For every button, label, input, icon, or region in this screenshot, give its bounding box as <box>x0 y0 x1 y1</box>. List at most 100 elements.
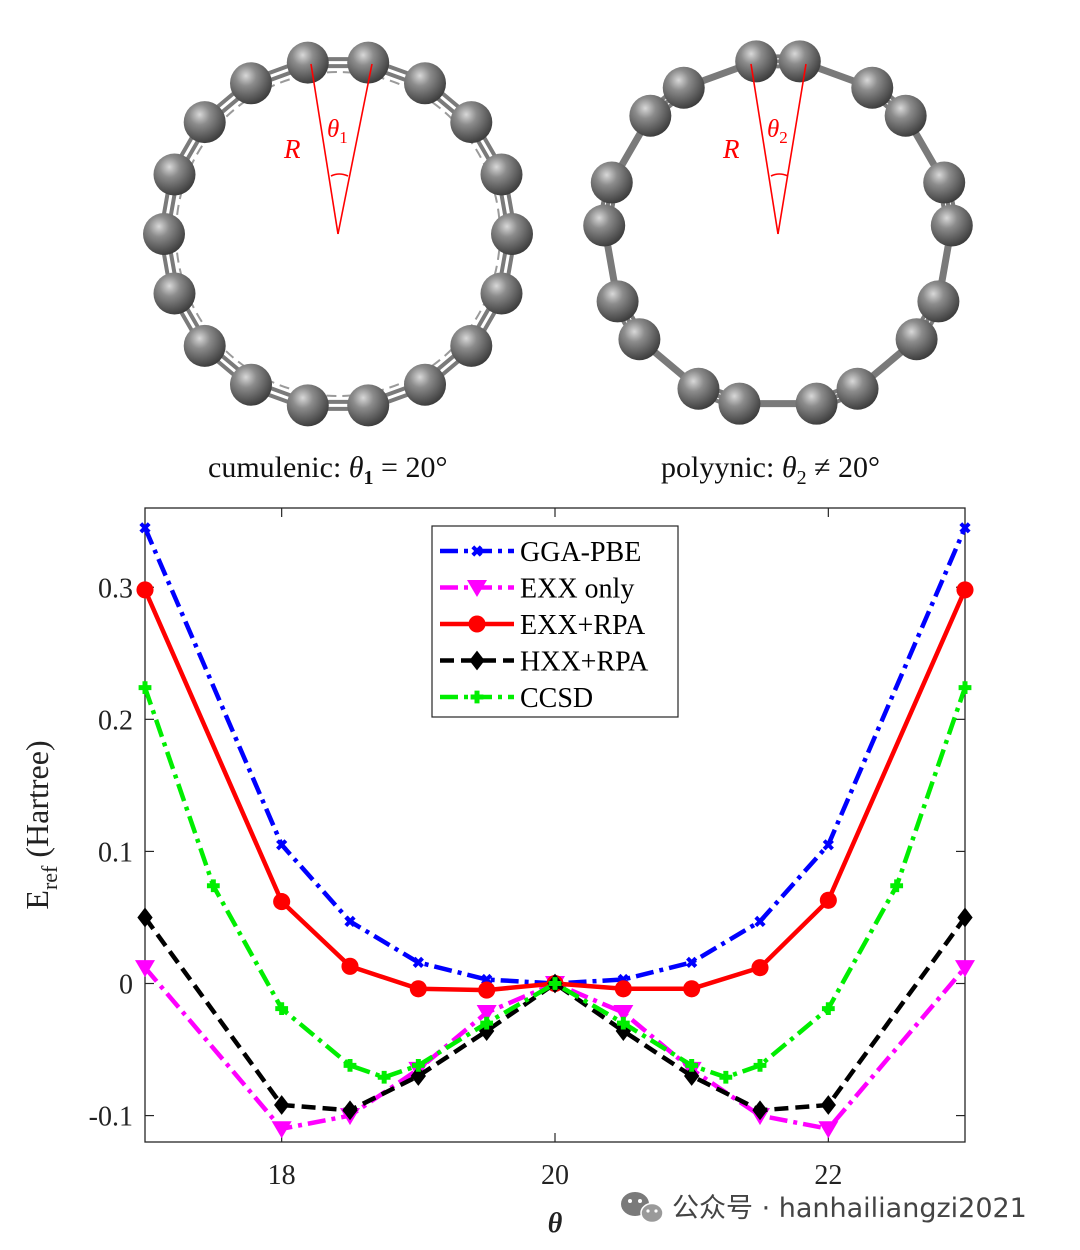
cumulenic-caption: cumulenic: θ1 = 20° <box>208 451 447 489</box>
carbon-atom <box>735 40 778 83</box>
data-point <box>271 1121 292 1139</box>
watermark-text: 公众号 · hanhailiangzi2021 <box>672 1193 1027 1224</box>
data-point <box>820 1095 836 1115</box>
carbon-atom <box>480 153 523 196</box>
angle-annotation: R θ2 <box>722 63 807 235</box>
carbon-atom <box>917 280 960 323</box>
data-point <box>344 915 356 928</box>
data-point <box>470 690 484 704</box>
data-point <box>137 907 153 928</box>
carbon-atom <box>677 367 720 410</box>
y-tick-label: 0.3 <box>98 573 133 604</box>
data-point <box>615 1021 631 1041</box>
legend-label: EXX only <box>520 574 634 605</box>
legend-entry: EXX only <box>440 574 634 605</box>
data-point <box>754 915 766 928</box>
carbon-atom <box>795 382 838 425</box>
x-tick-label: 18 <box>268 1160 296 1191</box>
carbon-atom <box>662 66 705 109</box>
series-layer <box>135 522 975 1139</box>
data-point <box>548 977 562 990</box>
legend-label: GGA-PBE <box>520 537 641 568</box>
x-tick-label: 22 <box>814 1160 842 1191</box>
data-point <box>341 957 359 975</box>
carbon-atom <box>404 62 446 105</box>
polyynic-caption: polyynic: θ2 ≠ 20° <box>661 451 880 489</box>
carbon-atom <box>629 94 672 137</box>
data-point <box>479 1021 495 1041</box>
data-point <box>471 545 483 557</box>
y-axis-ticks: -0.1 0 0.1 0.2 0.3 <box>89 573 965 1133</box>
data-point <box>614 980 632 998</box>
carbon-atom <box>286 41 329 84</box>
data-point <box>958 681 972 695</box>
radius-label: R <box>722 134 740 164</box>
data-point <box>273 893 291 911</box>
carbon-atom <box>183 101 226 144</box>
carbon-atom <box>450 101 493 144</box>
carbon-atom <box>836 367 879 410</box>
data-point <box>467 580 487 597</box>
data-point <box>135 960 155 978</box>
data-point <box>343 1058 357 1072</box>
carbon-atom <box>491 213 533 255</box>
carbon-atom <box>930 204 973 247</box>
carbon-atom <box>404 363 446 406</box>
data-point <box>139 522 151 534</box>
data-point <box>751 959 769 977</box>
carbon-atom <box>143 213 185 255</box>
carbon-atom <box>895 318 938 361</box>
series-hxx-rpa <box>137 907 973 1121</box>
data-point <box>684 1066 700 1086</box>
series-ccsd <box>138 681 972 1084</box>
data-point <box>468 615 486 633</box>
data-point <box>683 980 701 998</box>
data-point <box>818 1121 839 1139</box>
series-line <box>143 916 967 1113</box>
x-axis-label: θ <box>548 1208 563 1239</box>
data-point <box>822 839 834 851</box>
cumulenic-ring-diagram: R θ1 cumulenic: θ1 = 20° <box>143 41 533 489</box>
data-point <box>616 1016 630 1030</box>
data-point <box>719 1070 733 1084</box>
carbon-atom <box>851 66 894 109</box>
angle-label: θ2 <box>767 116 788 147</box>
data-point <box>410 1066 426 1086</box>
carbon-atom <box>183 324 226 367</box>
angle-label: θ1 <box>327 116 348 147</box>
radius-label: R <box>283 134 301 164</box>
carbon-atom <box>286 384 329 427</box>
data-point <box>275 1002 289 1015</box>
y-tick-label: -0.1 <box>89 1102 133 1133</box>
data-point <box>955 960 975 978</box>
carbon-atom <box>583 204 626 247</box>
data-point <box>613 1005 634 1023</box>
y-tick-label: 0.2 <box>98 705 133 736</box>
x-axis-ticks: 18 20 22 <box>268 508 842 1191</box>
legend-label: HXX+RPA <box>520 647 649 678</box>
data-point <box>686 956 698 968</box>
carbon-atom <box>718 382 761 425</box>
x-tick-label: 20 <box>541 1160 569 1191</box>
ring-atoms <box>583 40 973 425</box>
data-point <box>957 907 973 928</box>
data-point <box>274 1095 290 1115</box>
data-point <box>476 1005 497 1023</box>
carbon-atom <box>153 153 196 196</box>
wechat-icon <box>621 1192 664 1224</box>
polyynic-ring-diagram: R θ2 polyynic: θ2 ≠ 20° <box>583 40 973 489</box>
legend: GGA-PBE EXX only EXX+RPA HXX+RPA CCSD <box>431 525 679 718</box>
legend-entry: GGA-PBE <box>440 537 641 568</box>
data-point <box>752 1100 768 1121</box>
legend-label: EXX+RPA <box>520 610 646 641</box>
data-point <box>276 839 288 851</box>
carbon-atom <box>884 94 927 137</box>
data-point <box>469 650 485 671</box>
data-point <box>411 1058 425 1072</box>
carbon-atom <box>153 272 196 315</box>
data-point <box>685 1058 699 1072</box>
angle-annotation: R θ1 <box>283 63 373 235</box>
data-point <box>956 581 974 599</box>
y-tick-label: 0 <box>119 970 133 1001</box>
data-point <box>819 891 837 909</box>
